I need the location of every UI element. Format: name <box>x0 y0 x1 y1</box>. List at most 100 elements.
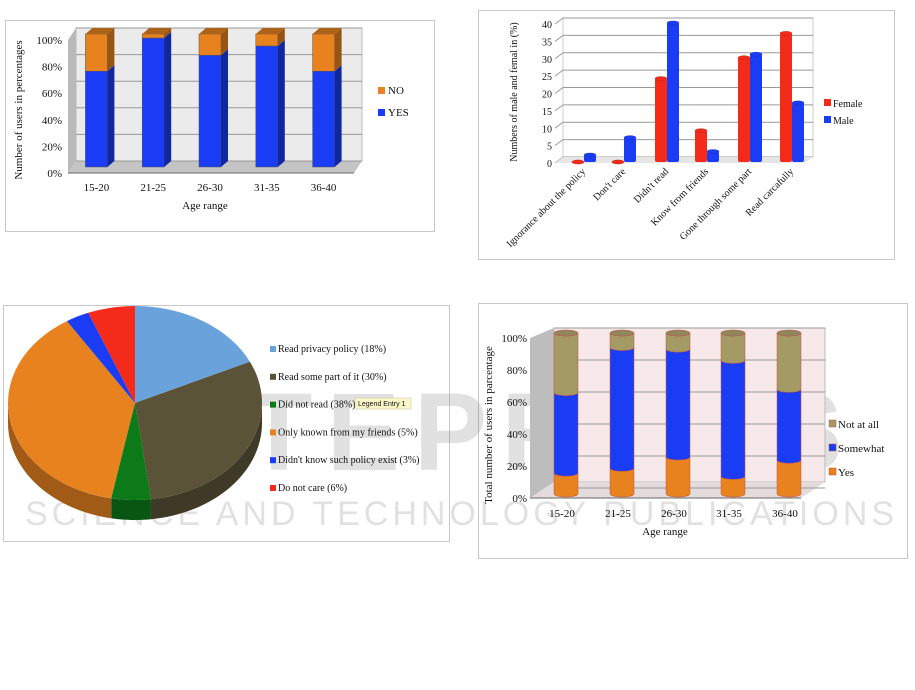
chart4-ytick: 0% <box>512 493 527 505</box>
chart1-ytick: 20% <box>42 141 62 153</box>
chart4-bar-somewhat <box>720 360 746 480</box>
chart2-ytick: 20 <box>542 90 552 101</box>
pie-legend-swatch <box>270 346 276 352</box>
chart1-ytick: 60% <box>42 88 62 100</box>
chart1-bar-yes <box>312 70 335 168</box>
pie-legend-swatch <box>270 485 276 491</box>
chart1-bar-side <box>277 39 285 167</box>
chart1-sidewall <box>68 28 76 173</box>
chart4-legend-not-at-all: Not at all <box>838 419 879 431</box>
chart2-ytick: 0 <box>547 159 552 170</box>
chart2-legend-swatch <box>824 116 831 123</box>
chart2-bar-top <box>791 100 805 106</box>
chart1-bar-side <box>221 49 228 167</box>
chart1-bar-yes <box>85 70 108 168</box>
pie-legend-item: Do not care (6%) <box>278 483 347 494</box>
chart4-bar-top <box>609 329 635 337</box>
chart1-bar-side <box>107 65 115 167</box>
chart2-bar-top <box>611 159 625 165</box>
chart1-bar-top <box>142 28 172 34</box>
pie-legend-item: Read some part of it (30%) <box>278 372 387 383</box>
chart4-ylabel: Total number of users in parcentage <box>483 346 495 504</box>
chart1-bar-top <box>255 28 285 34</box>
chart4-legend-swatch <box>828 467 837 476</box>
chart4-bar-not-at-all <box>553 332 579 396</box>
chart1-bar-side <box>277 28 285 46</box>
chart4-bar-somewhat <box>665 349 691 461</box>
chart4-ytick: 60% <box>507 397 527 409</box>
chart1-bar-side <box>334 65 342 167</box>
pie-legend-item: Didn't know such policy exist (3%) <box>278 455 420 466</box>
chart1-bar-top <box>199 28 228 34</box>
chart2-gridline-side <box>554 52 564 60</box>
chart2-gridline-side <box>554 139 564 147</box>
chart2-bar-male <box>792 102 804 162</box>
pie-legend-swatch <box>270 401 276 408</box>
pie-tooltip: Legend Entry 1 <box>358 401 406 408</box>
chart4-bar-top <box>720 329 746 337</box>
chart4-bar-somewhat <box>553 392 579 477</box>
pie-legend-item: Read privacy policy (18%) <box>278 344 386 355</box>
chart2-bar-top <box>583 152 597 158</box>
chart2-gridline-side <box>554 87 564 94</box>
chart4-bar-top <box>665 329 691 337</box>
chart1-bar-no <box>255 33 279 47</box>
chart1-legend-yes: YES <box>388 107 409 119</box>
chart2-gridline-side <box>554 34 564 42</box>
chart1-bar-no <box>141 33 165 39</box>
pie-side <box>150 403 262 520</box>
chart4-bar-yes <box>665 456 691 498</box>
chart1-xtick: 36-40 <box>311 182 337 194</box>
chart2-gridline-side <box>554 17 564 25</box>
chart4-legend-somewhat: Somewhat <box>838 443 884 455</box>
pie-tooltip-bg <box>354 397 412 410</box>
chart4-ytick: 40% <box>507 429 527 441</box>
chart1-bar-side <box>164 31 172 167</box>
chart1-bar-top <box>312 28 342 34</box>
chart4-xtick: 31-35 <box>716 508 742 520</box>
chart4-xlabel: Age range <box>642 526 688 538</box>
chart1-bar-top <box>85 28 115 34</box>
chart1-bar-yes <box>198 55 222 168</box>
chart2-xtick: Gone through some part <box>678 166 754 242</box>
chart1-legend-no: NO <box>388 85 404 97</box>
chart2-bar-female <box>780 33 792 162</box>
chart1-bar-side <box>164 28 172 38</box>
chart4-bar-not-at-all <box>776 332 802 393</box>
chart4-ytick: 80% <box>507 365 527 377</box>
chart1-bar-yes <box>255 45 279 168</box>
chart2-xtick: Ignorance about the policy <box>505 166 588 249</box>
chart2-ylabel: Numbers of male and femal in (%) <box>509 22 520 161</box>
chart4-bar-top <box>776 329 802 337</box>
chart1-bar-side <box>221 28 228 56</box>
chart4-legend-swatch <box>828 419 837 428</box>
chart2-ytick: 30 <box>542 55 552 66</box>
chart2-ytick: 40 <box>542 20 552 31</box>
chart4-legend-yes: Yes <box>838 467 854 479</box>
pie-side <box>111 498 151 520</box>
chart2-ytick: 5 <box>547 142 552 153</box>
chart4-xtick: 26-30 <box>661 508 687 520</box>
chart1-ytick: 100% <box>36 35 62 47</box>
pie-slice-4 <box>66 312 135 403</box>
chart2-xtick: Didn't read <box>632 166 671 205</box>
chart4-xtick: 15-20 <box>549 508 575 520</box>
chart2-bar-male <box>750 54 762 162</box>
chart2-bar-female <box>738 57 750 162</box>
chart4-bar-top <box>553 329 579 337</box>
chart4-bar-yes <box>553 472 579 498</box>
chart2-gridline-side <box>554 104 564 112</box>
chart1-bar-side <box>334 28 342 72</box>
chart2-bar-top <box>654 76 668 81</box>
chart1-xtick: 26-30 <box>197 182 223 194</box>
chart1-ytick: 80% <box>42 62 62 74</box>
chart1-xlabel: Age range <box>182 200 228 212</box>
chart2-ytick: 25 <box>542 72 552 83</box>
chart1-xtick: 31-35 <box>254 182 280 194</box>
pie-slice-3 <box>8 321 135 499</box>
chart1-legend-swatch <box>378 87 385 94</box>
pie-side <box>8 403 112 519</box>
chart2-bar-female <box>655 78 667 162</box>
chart1-xtick: 21-25 <box>140 182 166 194</box>
